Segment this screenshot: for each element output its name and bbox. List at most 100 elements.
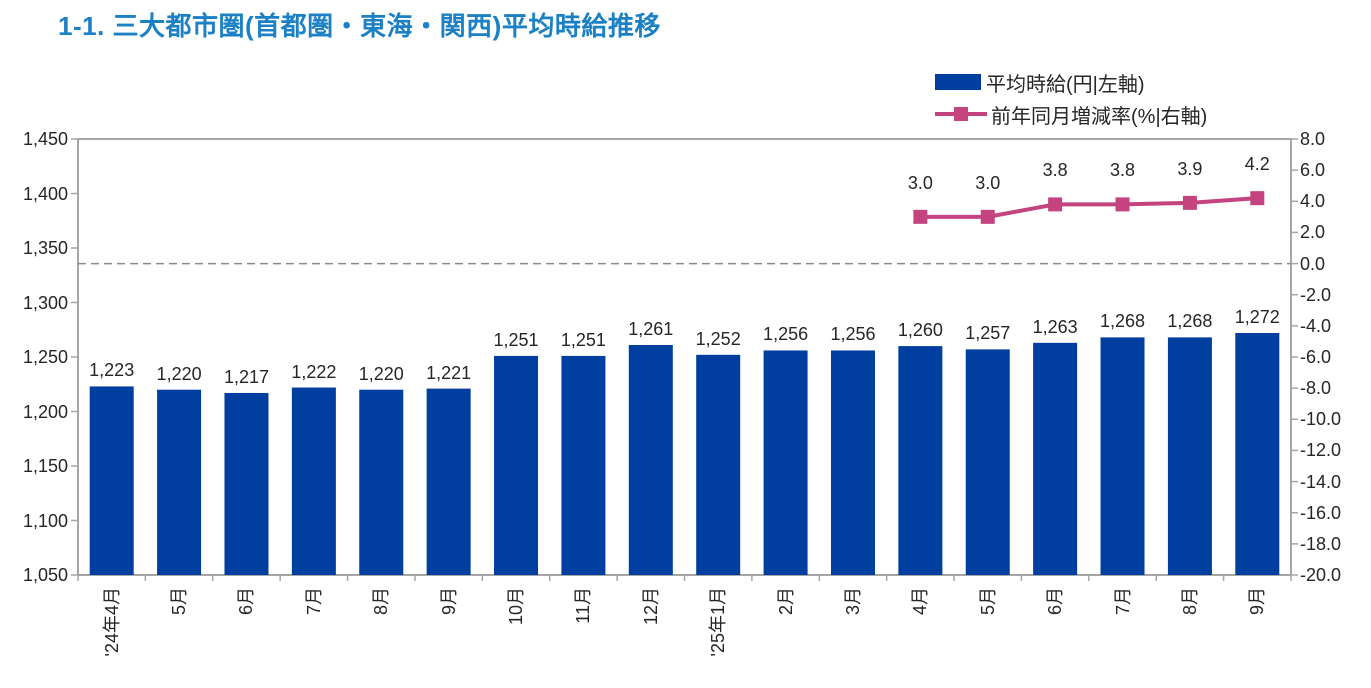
y-axis-left-label: 1,350 bbox=[22, 238, 68, 258]
bar bbox=[830, 350, 875, 575]
y-axis-right-label: 0.0 bbox=[1300, 253, 1326, 274]
x-axis-label: '24年4月 bbox=[101, 587, 122, 657]
bar-value-label: 1,222 bbox=[291, 361, 337, 382]
line-value-label: 3.0 bbox=[975, 172, 1001, 193]
y-axis-right-label: 6.0 bbox=[1300, 160, 1326, 181]
y-axis-left-label: 1,050 bbox=[22, 565, 68, 585]
x-axis-label: 8月 bbox=[1179, 587, 1200, 616]
bar-series-swatch bbox=[935, 74, 981, 90]
y-axis-left-label: 1,400 bbox=[22, 183, 68, 204]
line-point-marker bbox=[1250, 191, 1265, 206]
y-axis-left-label: 1,200 bbox=[22, 401, 68, 422]
bar bbox=[696, 354, 741, 575]
line-point-marker bbox=[980, 209, 995, 224]
x-axis-label: 9月 bbox=[438, 587, 459, 616]
y-axis-right-label: -20.0 bbox=[1300, 565, 1342, 585]
bar-value-label: 1,256 bbox=[830, 324, 876, 345]
line-point-marker bbox=[1048, 197, 1063, 212]
bar-value-label: 1,217 bbox=[223, 366, 269, 387]
bar bbox=[965, 349, 1010, 575]
y-axis-right-label: -14.0 bbox=[1300, 471, 1342, 492]
bar bbox=[359, 389, 404, 575]
line-value-label: 3.8 bbox=[1042, 160, 1068, 181]
bar bbox=[1033, 342, 1078, 575]
bar-value-label: 1,251 bbox=[560, 329, 606, 350]
line-value-label: 4.2 bbox=[1244, 154, 1270, 175]
legend-item-bar: 平均時給(円|左軸) bbox=[935, 69, 1207, 96]
bar bbox=[224, 392, 269, 575]
y-axis-right-label: -6.0 bbox=[1300, 347, 1332, 367]
x-axis-label: 5月 bbox=[977, 587, 998, 616]
bar bbox=[1235, 333, 1280, 575]
bar-value-label: 1,261 bbox=[628, 319, 674, 339]
bar-value-label: 1,220 bbox=[156, 363, 202, 384]
y-axis-right-label: -4.0 bbox=[1300, 315, 1332, 336]
legend-item-line: 前年同月増減率(%|右軸) bbox=[935, 101, 1208, 128]
line-value-label: 3.8 bbox=[1110, 160, 1136, 181]
x-axis-label: 6月 bbox=[1045, 587, 1066, 616]
bar-series-label: 平均時給(円|左軸) bbox=[986, 73, 1145, 96]
line-series-label: 前年同月増減率(%|右軸) bbox=[991, 105, 1208, 128]
bar-value-label: 1,256 bbox=[763, 324, 809, 345]
bar-value-label: 1,268 bbox=[1167, 311, 1213, 332]
bar bbox=[898, 346, 943, 575]
bar-value-label: 1,263 bbox=[1032, 316, 1078, 337]
bar bbox=[291, 387, 336, 575]
y-axis-left-label: 1,100 bbox=[22, 510, 68, 531]
y-axis-right-label: -10.0 bbox=[1300, 409, 1342, 430]
bar bbox=[763, 350, 808, 575]
bar bbox=[157, 389, 202, 575]
chart-title: 1-1. 三大都市圏(首都圏・東海・関西)平均時給推移 bbox=[58, 11, 661, 41]
x-axis-label: 6月 bbox=[236, 587, 257, 616]
bar bbox=[494, 355, 539, 575]
chart-legend: 平均時給(円|左軸) 前年同月増減率(%|右軸) bbox=[935, 69, 1207, 133]
x-axis-label: 8月 bbox=[371, 587, 392, 616]
line-swatch-marker-icon bbox=[954, 107, 968, 121]
y-axis-left-label: 1,300 bbox=[22, 292, 68, 313]
line-point-marker bbox=[1182, 195, 1197, 210]
bar bbox=[1167, 337, 1212, 575]
plot-border bbox=[77, 138, 1292, 576]
x-axis-label: 3月 bbox=[842, 587, 863, 616]
x-axis-label: 7月 bbox=[303, 587, 324, 616]
bar-value-label: 1,268 bbox=[1099, 311, 1146, 332]
y-axis-right-label: 2.0 bbox=[1300, 222, 1326, 243]
x-axis-label: 10月 bbox=[506, 587, 527, 626]
y-axis-left-label: 1,450 bbox=[22, 129, 68, 149]
bar-value-label: 1,220 bbox=[358, 363, 404, 384]
bar-value-label: 1,252 bbox=[695, 328, 741, 349]
y-axis-right-label: -12.0 bbox=[1300, 440, 1342, 461]
x-axis-label: 9月 bbox=[1247, 587, 1268, 616]
bar-value-label: 1,272 bbox=[1234, 307, 1280, 328]
y-axis-right-label: 8.0 bbox=[1300, 129, 1326, 149]
y-axis-right-label: -8.0 bbox=[1300, 378, 1332, 399]
x-axis-label: 12月 bbox=[640, 587, 661, 626]
bar bbox=[1100, 337, 1145, 575]
x-axis-label: 11月 bbox=[573, 587, 594, 624]
x-axis-label: 5月 bbox=[169, 587, 190, 616]
line-point-marker bbox=[913, 209, 928, 224]
bar bbox=[561, 355, 606, 575]
x-axis-label: '25年1月 bbox=[708, 587, 729, 657]
bar bbox=[628, 345, 673, 575]
bar-value-label: 1,251 bbox=[493, 329, 539, 350]
line-value-label: 3.0 bbox=[907, 172, 933, 193]
x-axis-label: 4月 bbox=[910, 587, 931, 616]
y-axis-right-label: -16.0 bbox=[1300, 502, 1342, 523]
bar bbox=[89, 386, 134, 575]
y-axis-right-label: 4.0 bbox=[1300, 191, 1326, 212]
x-axis-label: 7月 bbox=[1112, 587, 1133, 616]
bar-value-label: 1,223 bbox=[89, 360, 135, 381]
line-value-label: 3.9 bbox=[1177, 158, 1203, 179]
line-series-swatch bbox=[935, 106, 987, 122]
line-point-marker bbox=[1115, 197, 1130, 212]
x-axis-label: 2月 bbox=[775, 587, 796, 616]
y-axis-right-label: -18.0 bbox=[1300, 533, 1342, 554]
bar-value-label: 1,260 bbox=[897, 320, 943, 341]
y-axis-left-label: 1,150 bbox=[22, 456, 68, 476]
bar-value-label: 1,221 bbox=[426, 362, 472, 383]
bar bbox=[426, 388, 471, 575]
line-series-path bbox=[920, 196, 1258, 219]
bar-value-label: 1,257 bbox=[965, 323, 1011, 344]
